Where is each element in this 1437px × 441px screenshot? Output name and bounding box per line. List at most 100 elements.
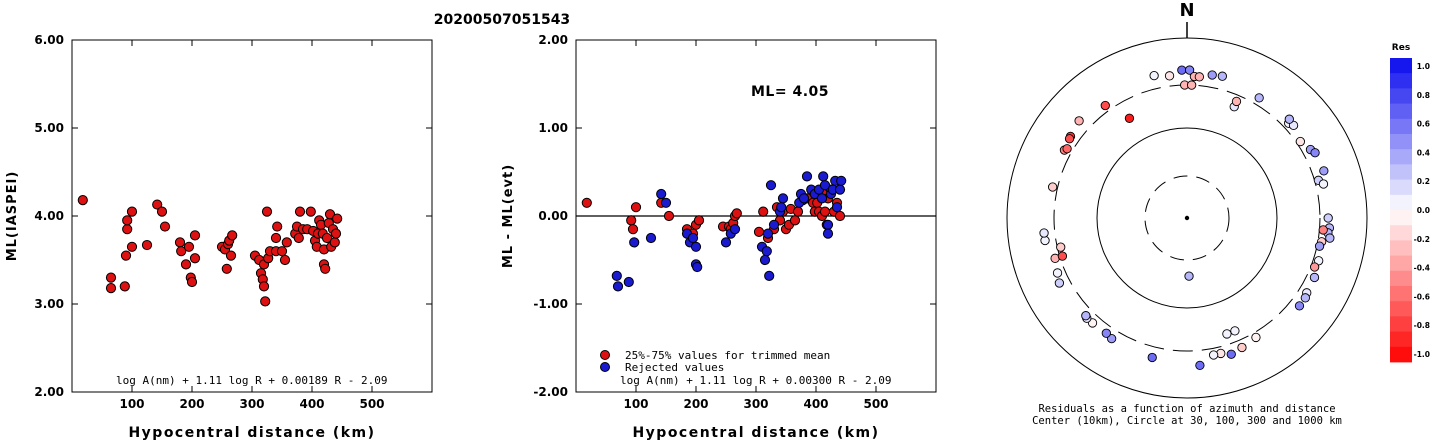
residual-point <box>1194 72 1205 82</box>
colorbar-label: -0.6 <box>1414 292 1430 301</box>
residual-point <box>1300 293 1310 303</box>
data-point <box>156 206 168 217</box>
x-tick-label: 200 <box>179 397 204 411</box>
data-point <box>629 237 640 248</box>
data-point <box>120 250 132 261</box>
point-layer <box>77 195 343 307</box>
data-point <box>276 246 288 257</box>
data-point <box>225 250 237 261</box>
data-point <box>762 228 774 239</box>
residual-point <box>1310 148 1320 158</box>
data-point <box>834 210 846 222</box>
colorbar-cell <box>1390 225 1412 241</box>
residual-point <box>1294 301 1305 311</box>
data-point <box>831 202 843 213</box>
x-axis-label: Hypocentral distance (km) <box>128 425 375 441</box>
data-point <box>822 219 834 230</box>
data-point <box>77 195 88 206</box>
data-point <box>645 232 657 244</box>
x-axis-label: Hypocentral distance (km) <box>632 425 879 441</box>
data-point <box>789 215 801 226</box>
residual-point <box>1231 96 1242 107</box>
data-point <box>720 237 732 248</box>
polar-caption-2: Center (10km), Circle at 30, 100, 300 an… <box>1032 415 1342 427</box>
residual-point <box>1149 70 1159 81</box>
colorbar-cell <box>1390 331 1412 348</box>
colorbar: Res 1.0 0.8 0.6 0.4 0.2 0.0 -0.2 -0.4 -0.6 -0.8 -1… <box>1390 43 1430 363</box>
residual-point <box>1081 311 1091 321</box>
data-point <box>330 228 342 239</box>
residual-point <box>1184 65 1195 75</box>
data-point <box>581 197 592 208</box>
data-point <box>159 221 171 232</box>
colorbar-label: 1.0 <box>1417 62 1430 71</box>
north-label: N <box>1179 0 1194 21</box>
colorbar-cell <box>1390 301 1412 317</box>
colorbar-cell <box>1390 194 1412 211</box>
figure-title: 20200507051543 <box>434 12 570 28</box>
residual-point <box>1057 251 1068 261</box>
data-point <box>189 253 201 264</box>
residual-point <box>1309 262 1320 272</box>
x-tick-label: 200 <box>683 397 708 411</box>
data-point <box>801 171 813 182</box>
y-axis-label: ML(IASPEI) <box>5 171 20 262</box>
residual-point <box>1047 182 1058 192</box>
data-point <box>626 215 637 226</box>
data-point <box>321 232 333 244</box>
residual-point <box>1207 70 1217 80</box>
data-point <box>630 202 642 213</box>
y-tick-label: 0.00 <box>538 209 568 223</box>
data-point <box>105 283 117 294</box>
panel-ml-residual: 100 200 300 400 500 -2.00 -1.00 0.00 1.00 2.00 ML… <box>501 33 937 441</box>
data-point <box>758 206 769 217</box>
residual-point <box>1251 332 1261 343</box>
legend-marker-trimmed <box>600 350 610 360</box>
colorbar-cell <box>1390 88 1412 104</box>
residual-point <box>1318 225 1328 235</box>
colorbar-cell <box>1390 73 1412 89</box>
data-point <box>753 226 765 237</box>
data-point <box>798 193 810 204</box>
x-tick-label: 100 <box>119 397 144 411</box>
data-point <box>663 210 675 222</box>
data-point <box>189 230 201 241</box>
y-tick-label: 6.00 <box>34 33 64 47</box>
data-point <box>627 224 639 235</box>
y-tick-label: 2.00 <box>34 385 64 399</box>
colorbar-label: 0.0 <box>1417 206 1430 215</box>
colorbar-label: 0.2 <box>1417 177 1430 186</box>
point-layer <box>1039 65 1335 371</box>
data-point <box>122 224 133 235</box>
colorbar-cell <box>1390 286 1412 302</box>
data-point <box>818 171 829 182</box>
data-point <box>183 241 195 252</box>
residual-point <box>1184 271 1194 281</box>
data-point <box>764 270 775 281</box>
x-tick-label: 300 <box>743 397 768 411</box>
residual-point <box>1039 228 1049 238</box>
data-point <box>687 232 699 244</box>
data-point <box>612 281 624 292</box>
legend-marker-rejected <box>600 362 610 372</box>
y-tick-label: 3.00 <box>34 297 64 311</box>
data-point <box>768 219 780 230</box>
ml-annotation: ML= 4.05 <box>751 84 829 100</box>
data-point <box>270 232 282 244</box>
data-point <box>305 206 316 217</box>
data-point <box>332 213 343 224</box>
data-point <box>690 241 702 252</box>
data-point <box>792 206 804 217</box>
data-point <box>761 246 772 257</box>
residual-point <box>1062 144 1072 154</box>
data-point <box>281 237 292 248</box>
data-point <box>186 276 198 288</box>
formula: log A(nm) + 1.11 log R + 0.00189 R - 2.0… <box>116 374 388 387</box>
colorbar-cell <box>1390 179 1412 196</box>
ring-100km <box>1096 127 1278 309</box>
data-point <box>294 206 306 217</box>
data-point <box>261 206 273 217</box>
colorbar-label: 0.6 <box>1417 120 1430 129</box>
center-point <box>1184 215 1190 221</box>
